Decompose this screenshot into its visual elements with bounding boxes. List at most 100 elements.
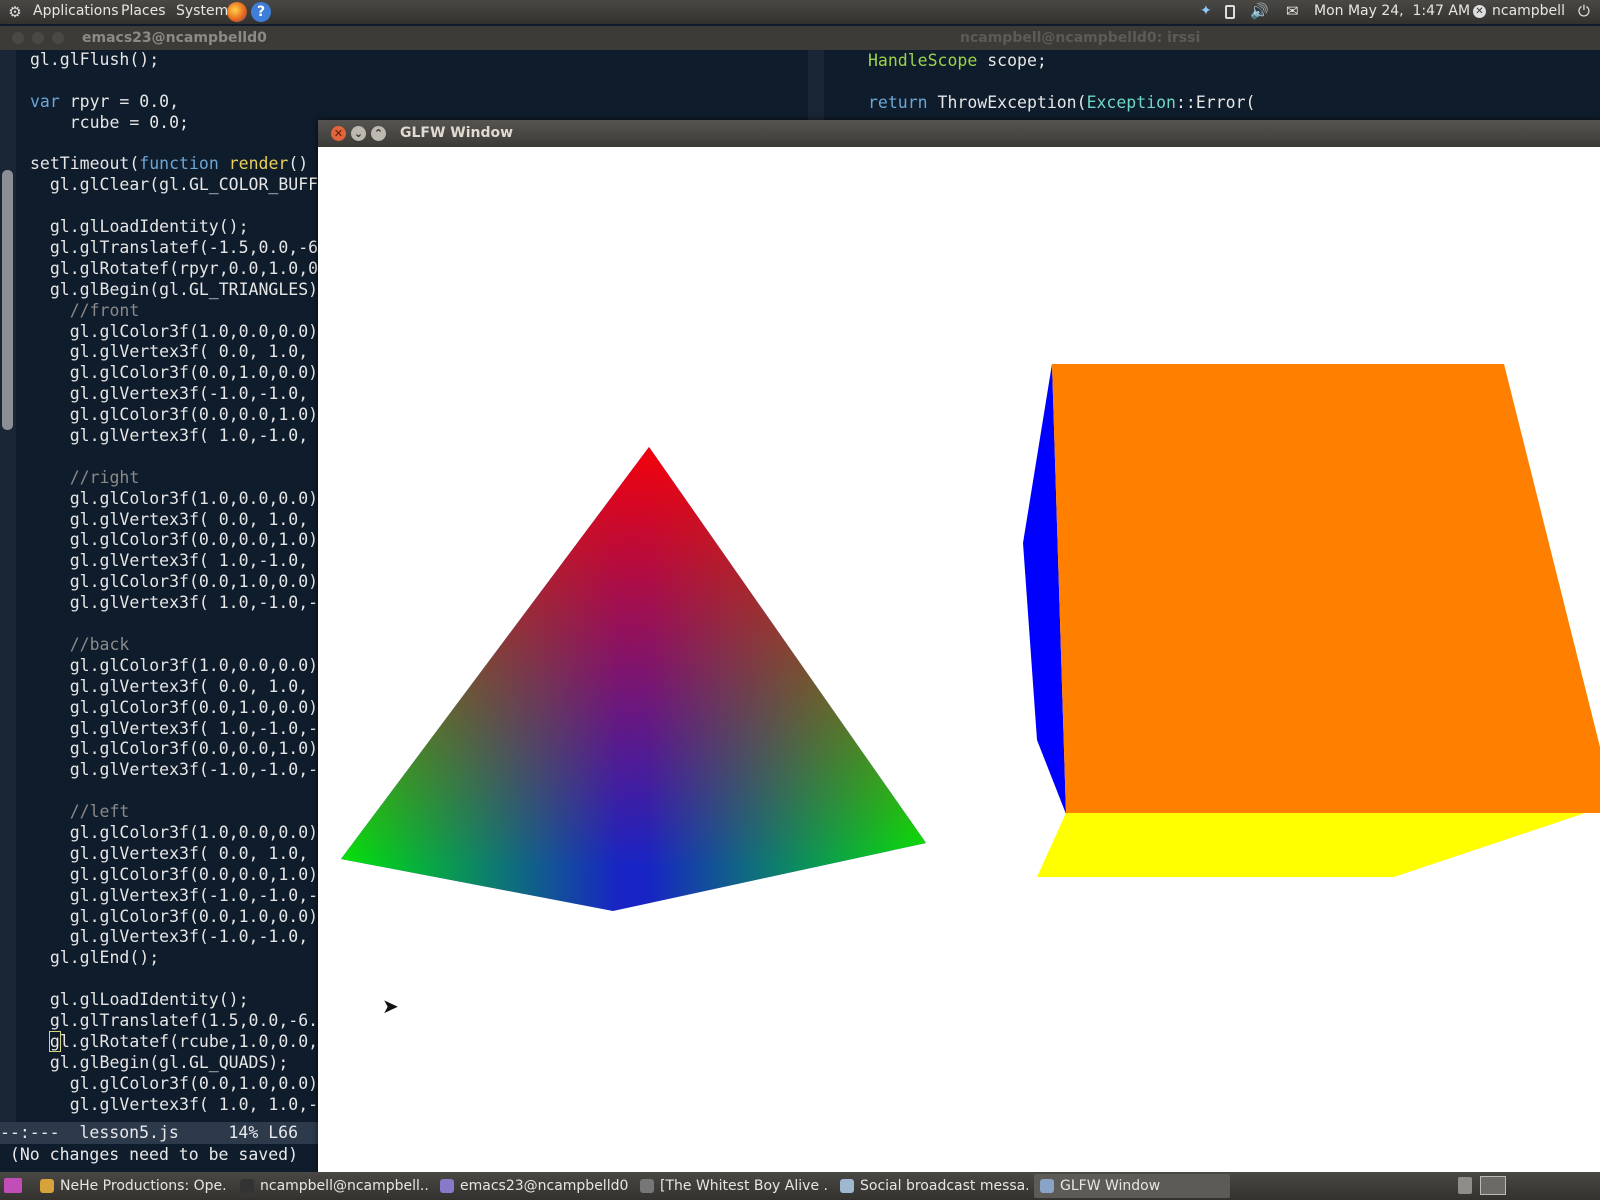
emacs-code-token: l.glRotatef(rcube,1.0,0.0, xyxy=(59,1031,319,1051)
emacs-code-line: gl.glColor3f(0.0,1.0,0.0) xyxy=(30,698,810,719)
emacs-code-line xyxy=(30,71,810,92)
task-social[interactable]: Social broadcast messa... xyxy=(834,1174,1028,1198)
emacs-code-token: gl.glVertex3f( 0.0, 1.0, xyxy=(30,843,309,863)
mail-icon[interactable]: ✉ xyxy=(1286,2,1299,20)
terminal-code-token: ::Error( xyxy=(1175,93,1256,112)
task-terminal[interactable]: ncampbell@ncampbell... xyxy=(234,1174,428,1198)
emacs-code-token: gl.glVertex3f( 1.0, 1.0,- xyxy=(30,1094,319,1114)
terminal-code-line: HandleScope scope; xyxy=(868,50,1255,71)
user-status-icon: ✕ xyxy=(1473,5,1486,18)
emacs-code-token: gl.glFlush(); xyxy=(30,50,160,69)
emacs-code-token: gl.glEnd(); xyxy=(30,948,160,968)
emacs-code-token: gl.glTranslatef(-1.5,0.0,-6 xyxy=(30,238,319,258)
emacs-code-line: gl.glColor3f(0.0,1.0,0.0) xyxy=(30,572,810,593)
power-icon[interactable]: ⏻ xyxy=(1578,2,1590,20)
emacs-code-line: gl.glVertex3f(-1.0,-1.0, xyxy=(30,384,810,405)
emacs-code-line: gl.glColor3f(0.0,0.0,1.0) xyxy=(30,739,810,760)
emacs-code-token: render xyxy=(228,154,289,174)
terminal-icon xyxy=(240,1179,254,1193)
menu-places[interactable]: Places xyxy=(121,3,166,19)
task-chrome[interactable]: NeHe Productions: Ope... xyxy=(34,1174,228,1198)
glfw-minimize-icon[interactable]: ⌄ xyxy=(351,126,366,141)
terminal-window[interactable]: HandleScope scope; return ThrowException(… xyxy=(808,50,1600,120)
emacs-scrollbar[interactable] xyxy=(0,50,16,1122)
volume-icon[interactable]: 🔊 xyxy=(1250,2,1269,20)
glfw-window-title: GLFW Window xyxy=(400,125,514,141)
terminal-scrollbar[interactable] xyxy=(808,50,824,120)
emacs-code-line: //left xyxy=(30,802,810,823)
emacs-minibuffer[interactable]: (No changes need to be saved) xyxy=(0,1144,318,1166)
emacs-code-token: gl.glColor3f(0.0,0.0,1.0) xyxy=(30,530,319,550)
terminal-buffer[interactable]: HandleScope scope; return ThrowException(… xyxy=(868,50,1255,113)
show-desktop-icon[interactable] xyxy=(4,1178,22,1193)
emacs-code-line: gl.glLoadIdentity(); xyxy=(30,217,810,238)
workspace-switcher-icon[interactable] xyxy=(1480,1176,1506,1195)
task-glfw[interactable]: GLFW Window xyxy=(1034,1174,1230,1198)
emacs-code-token: gl.glVertex3f( 1.0,-1.0,- xyxy=(30,718,319,738)
emacs-close-icon[interactable] xyxy=(12,32,24,44)
dropbox-icon[interactable]: ✦ xyxy=(1200,3,1212,19)
emacs-maximize-icon[interactable] xyxy=(52,32,64,44)
emacs-code-token xyxy=(30,1032,50,1051)
terminal-titlebar[interactable]: ncampbell@ncampbelld0: irssi xyxy=(808,26,1600,50)
emacs-titlebar[interactable]: emacs23@ncampbelld0 xyxy=(0,26,808,50)
task-emacs[interactable]: emacs23@ncampbelld0 xyxy=(434,1174,628,1198)
emacs-code-line: gl.glClear(gl.GL_COLOR_BUFF xyxy=(30,175,810,196)
terminal-code-token: ThrowException( xyxy=(927,93,1087,112)
firefox-icon[interactable] xyxy=(227,2,247,22)
pyramid xyxy=(341,447,926,911)
help-icon[interactable]: ? xyxy=(251,2,271,22)
emacs-code-line: gl.glVertex3f( 1.0,-1.0,- xyxy=(30,593,810,614)
user-name[interactable]: ncampbell xyxy=(1492,3,1565,19)
emacs-code-token: gl.glVertex3f( 1.0,-1.0, xyxy=(30,551,309,571)
battery-icon[interactable] xyxy=(1225,5,1235,19)
glfw-titlebar[interactable]: ✕ ⌄ ⌃ GLFW Window xyxy=(318,120,1600,147)
ubuntu-logo-icon[interactable]: ⚙ xyxy=(8,3,22,21)
emacs-code-token xyxy=(219,154,229,173)
emacs-code-line: gl.glVertex3f( 0.0, 1.0, xyxy=(30,510,810,531)
menu-system[interactable]: System xyxy=(176,3,229,19)
task-music[interactable]: [The Whitest Boy Alive ... xyxy=(634,1174,828,1198)
emacs-code-token: var xyxy=(30,91,60,111)
emacs-code-token: function xyxy=(139,154,219,174)
cube-bottom-yellow xyxy=(1037,808,1600,877)
window-icon xyxy=(1040,1179,1054,1193)
emacs-code-line: gl.glVertex3f( 0.0, 1.0, xyxy=(30,342,810,363)
emacs-code-line: gl.glColor3f(0.0,0.0,1.0) xyxy=(30,530,810,551)
emacs-code-token: //right xyxy=(30,467,140,487)
glfw-maximize-icon[interactable]: ⌃ xyxy=(371,126,386,141)
emacs-code-token: gl.glLoadIdentity(); xyxy=(30,990,249,1010)
emacs-buffer[interactable]: gl.glFlush(); var rpyr = 0.0, rcube = 0.0… xyxy=(30,50,810,1115)
emacs-code-token: gl.glVertex3f( 0.0, 1.0, xyxy=(30,509,309,529)
menu-applications[interactable]: Applications xyxy=(33,3,119,19)
chat-icon xyxy=(840,1179,854,1193)
emacs-code-token: gl.glColor3f(0.0,1.0,0.0) xyxy=(30,363,319,383)
emacs-code-line: gl.glVertex3f( 1.0,-1.0,- xyxy=(30,719,810,740)
emacs-code-line: //front xyxy=(30,301,810,322)
cube xyxy=(1023,364,1600,877)
glfw-window[interactable]: ✕ ⌄ ⌃ GLFW Window xyxy=(318,120,1600,1172)
emacs-code-token: gl.glColor3f(0.0,1.0,0.0) xyxy=(30,572,319,592)
emacs-code-line: gl.glVertex3f( 0.0, 1.0, xyxy=(30,844,810,865)
emacs-code-token: gl.glBegin(gl.GL_QUADS); xyxy=(30,1052,289,1072)
glfw-close-icon[interactable]: ✕ xyxy=(331,126,346,141)
emacs-code-token: gl.glColor3f(0.0,0.0,1.0) xyxy=(30,739,319,759)
emacs-code-token: gl.glVertex3f(-1.0,-1.0,- xyxy=(30,760,319,780)
gl-render-canvas[interactable] xyxy=(318,147,1600,1172)
emacs-code-token: gl.glColor3f(0.0,0.0,1.0) xyxy=(30,864,319,884)
emacs-code-token: g xyxy=(48,1030,61,1052)
emacs-scrollbar-thumb[interactable] xyxy=(2,170,13,430)
emacs-code-token: rcube = 0.0; xyxy=(30,112,189,132)
chrome-icon xyxy=(40,1179,54,1193)
emacs-code-token: rpyr = 0.0, xyxy=(59,91,180,111)
terminal-code-line xyxy=(868,71,1255,92)
emacs-window-title: emacs23@ncampbelld0 xyxy=(82,30,267,46)
emacs-code-line: gl.glLoadIdentity(); xyxy=(30,990,810,1011)
terminal-code-token: return xyxy=(868,93,928,112)
trash-icon[interactable] xyxy=(1458,1177,1472,1194)
emacs-code-token: //back xyxy=(30,634,130,654)
emacs-code-token: gl.glColor3f(0.0,1.0,0.0) xyxy=(30,906,319,926)
emacs-code-token: gl.glVertex3f(-1.0,-1.0, xyxy=(30,927,309,947)
clock[interactable]: Mon May 24, 1:47 AM xyxy=(1314,3,1471,19)
emacs-minimize-icon[interactable] xyxy=(32,32,44,44)
